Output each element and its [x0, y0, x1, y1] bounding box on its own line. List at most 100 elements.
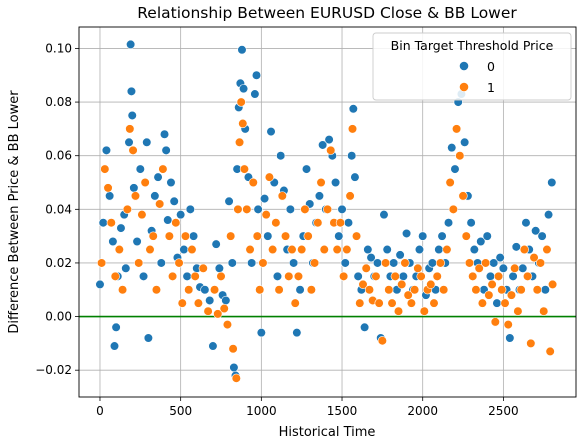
data-point: [268, 244, 278, 255]
y-tick-label: 0.10: [45, 41, 72, 55]
data-point: [261, 210, 271, 220]
data-point: [193, 298, 204, 308]
data-point: [227, 258, 237, 268]
data-point: [516, 285, 526, 295]
data-point: [166, 177, 176, 188]
data-point: [158, 164, 168, 174]
data-point: [187, 244, 197, 255]
data-point: [142, 137, 152, 147]
data-point: [389, 258, 399, 268]
data-point: [167, 271, 178, 281]
data-point: [458, 191, 468, 201]
data-point: [126, 39, 136, 50]
plot-frame: [78, 26, 577, 398]
data-point: [521, 218, 531, 228]
data-point: [252, 231, 262, 241]
data-point: [531, 226, 541, 236]
data-point: [214, 263, 224, 273]
data-point: [180, 231, 191, 241]
data-point: [322, 204, 333, 214]
data-point: [500, 298, 510, 308]
data-point: [366, 252, 376, 263]
data-point: [116, 223, 126, 233]
data-point: [426, 279, 436, 289]
data-point: [236, 97, 246, 107]
data-point: [410, 285, 420, 295]
data-point: [455, 151, 465, 161]
data-point: [395, 250, 405, 260]
data-point: [128, 145, 138, 155]
data-point: [448, 204, 458, 214]
data-point: [358, 279, 368, 289]
data-point: [519, 244, 529, 255]
data-point: [464, 258, 475, 268]
data-point: [259, 193, 270, 204]
data-point: [526, 338, 536, 348]
data-point: [224, 196, 234, 206]
data-point: [330, 177, 341, 188]
data-point: [284, 271, 294, 281]
data-point: [285, 204, 295, 214]
data-point: [300, 204, 310, 214]
data-point: [400, 258, 410, 268]
data-point: [529, 252, 539, 263]
data-point: [403, 290, 413, 300]
data-point: [414, 244, 425, 255]
data-point: [547, 177, 557, 188]
data-point: [495, 252, 505, 263]
data-point: [179, 244, 189, 255]
x-tick-label: 500: [169, 404, 192, 418]
data-point: [137, 210, 147, 220]
x-tick-label: 1000: [246, 404, 277, 418]
data-point: [485, 271, 496, 281]
data-point: [101, 145, 112, 155]
data-point: [277, 191, 287, 201]
data-point: [145, 244, 155, 255]
data-point: [377, 336, 387, 346]
data-point: [490, 317, 500, 327]
data-point: [337, 204, 347, 214]
data-point: [111, 322, 121, 332]
data-point: [326, 145, 336, 155]
data-point: [148, 231, 158, 241]
data-point: [510, 263, 520, 273]
data-point: [484, 290, 494, 300]
data-point: [363, 244, 373, 255]
data-point: [126, 86, 137, 96]
data-point: [401, 228, 412, 239]
data-point: [184, 285, 194, 295]
y-axis-ticks: −0.02 0.00 0.02 0.04 0.06 0.08 0.10: [35, 41, 79, 377]
data-point: [100, 164, 110, 174]
data-point: [413, 263, 423, 273]
data-point: [493, 271, 504, 281]
data-point: [537, 231, 547, 241]
data-point: [303, 231, 313, 241]
data-point: [353, 271, 363, 281]
data-point: [419, 306, 429, 316]
data-point: [231, 373, 241, 383]
data-point: [140, 177, 150, 188]
data-point: [397, 279, 407, 289]
x-tick-label: 0: [96, 404, 104, 418]
data-point: [335, 218, 346, 228]
data-point: [429, 298, 439, 308]
data-point: [384, 285, 394, 295]
legend-box: [372, 32, 572, 101]
data-point: [290, 298, 300, 308]
data-point: [251, 70, 262, 80]
data-point: [129, 183, 139, 193]
data-point: [213, 309, 223, 319]
data-point: [543, 210, 554, 220]
data-point: [287, 244, 297, 255]
data-point: [274, 285, 284, 295]
legend-marker-1: [459, 82, 469, 92]
data-point: [477, 298, 488, 308]
data-point: [481, 258, 491, 268]
data-point: [539, 306, 549, 316]
x-tick-label: 2500: [488, 404, 519, 418]
data-point: [234, 137, 245, 147]
data-point: [103, 183, 113, 193]
data-point: [487, 279, 497, 289]
data-point: [350, 172, 360, 182]
data-point: [205, 295, 215, 306]
